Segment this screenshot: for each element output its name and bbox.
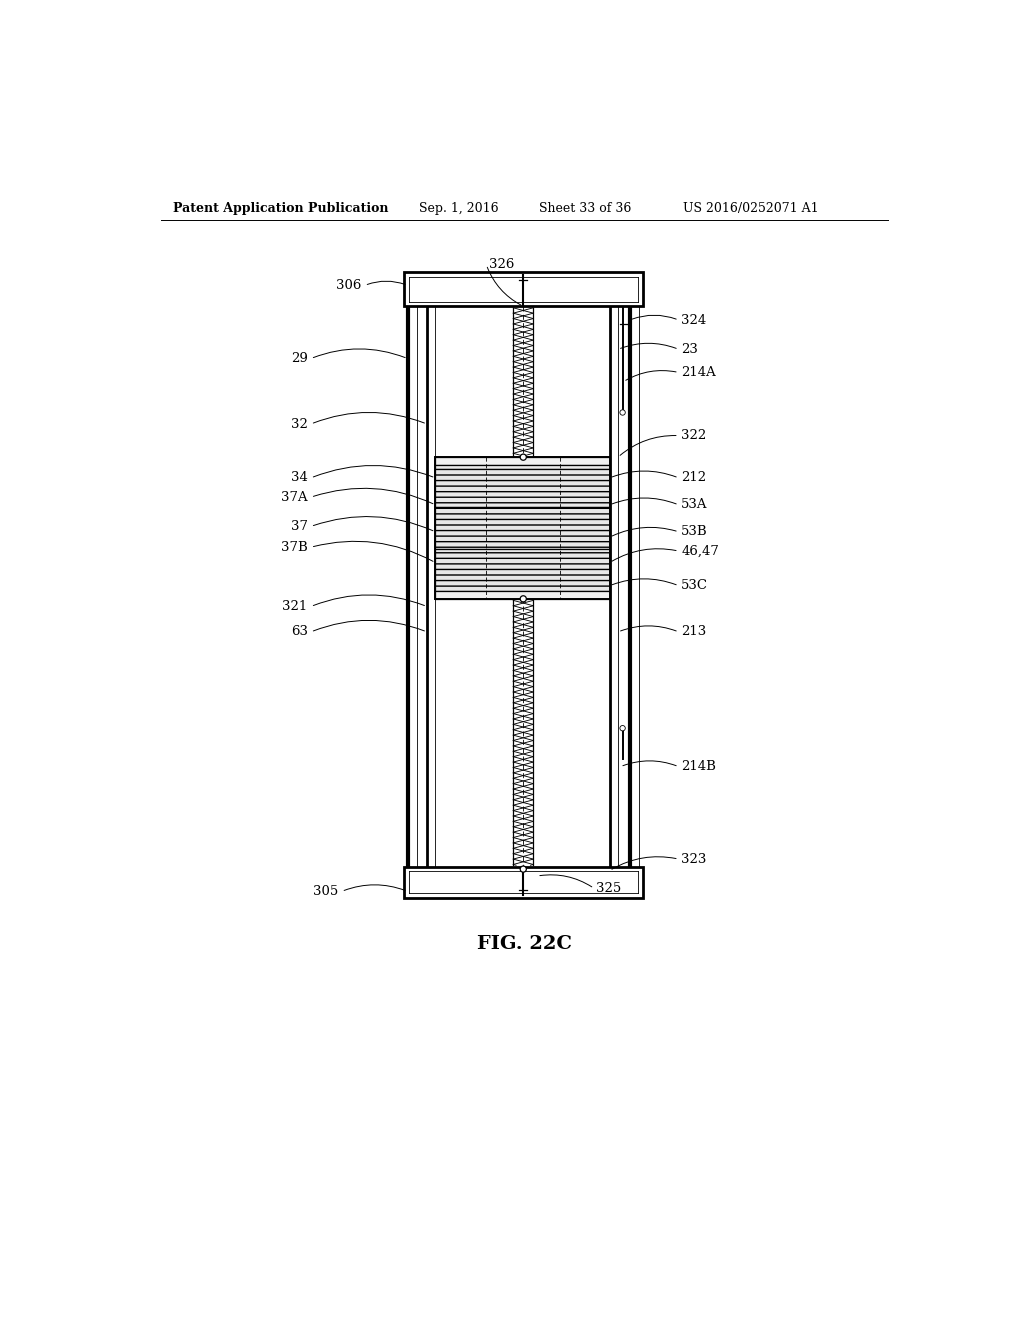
Text: Sheet 33 of 36: Sheet 33 of 36: [539, 202, 631, 215]
Text: 34: 34: [291, 471, 307, 484]
Text: 306: 306: [336, 279, 361, 292]
Circle shape: [520, 595, 526, 602]
Bar: [435, 591, 609, 599]
Text: 32: 32: [291, 417, 307, 430]
Bar: [435, 457, 609, 465]
Text: 212: 212: [681, 471, 707, 484]
Text: 322: 322: [681, 429, 707, 442]
Text: 37: 37: [291, 520, 307, 533]
Text: 214A: 214A: [681, 366, 716, 379]
Text: 37A: 37A: [281, 491, 307, 504]
Text: 53A: 53A: [681, 499, 708, 511]
Circle shape: [520, 454, 526, 461]
Text: 53C: 53C: [681, 579, 709, 593]
Text: 29: 29: [291, 352, 307, 366]
Circle shape: [520, 866, 526, 873]
Text: 53B: 53B: [681, 525, 708, 539]
Text: 326: 326: [488, 259, 514, 271]
Text: 325: 325: [596, 882, 622, 895]
Text: 23: 23: [681, 343, 698, 356]
Bar: [435, 507, 609, 549]
Text: Sep. 1, 2016: Sep. 1, 2016: [419, 202, 499, 215]
Text: 305: 305: [313, 884, 339, 898]
Bar: [435, 549, 609, 591]
Text: 213: 213: [681, 626, 707, 639]
Bar: [435, 465, 609, 507]
Text: 37B: 37B: [281, 541, 307, 554]
Text: 324: 324: [681, 314, 707, 326]
Text: 63: 63: [291, 626, 307, 639]
Text: 46,47: 46,47: [681, 545, 719, 557]
Text: 321: 321: [283, 601, 307, 612]
Text: 214B: 214B: [681, 760, 716, 774]
Bar: [403, 272, 643, 306]
Circle shape: [620, 409, 626, 416]
Bar: [435, 457, 609, 599]
Bar: [403, 867, 643, 898]
Text: 323: 323: [681, 853, 707, 866]
Text: US 2016/0252071 A1: US 2016/0252071 A1: [683, 202, 819, 215]
Circle shape: [620, 726, 626, 731]
Text: FIG. 22C: FIG. 22C: [477, 935, 572, 953]
Text: Patent Application Publication: Patent Application Publication: [173, 202, 388, 215]
